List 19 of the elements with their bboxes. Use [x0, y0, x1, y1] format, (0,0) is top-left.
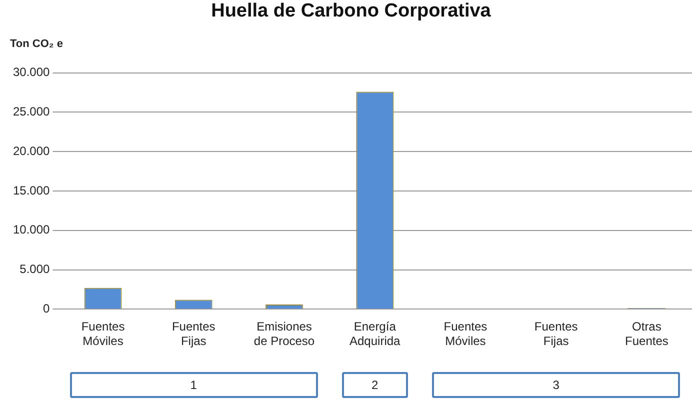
x-tick-label: Emisiones de Proceso — [254, 320, 315, 348]
y-axis-title: Ton CO₂ e — [10, 38, 63, 50]
x-tick-label: Otras Fuentes — [625, 320, 668, 348]
x-tick-label: Energía Adquirida — [350, 320, 401, 348]
x-tick-label: Fuentes Móviles — [444, 320, 488, 348]
y-tick-label: 15.000 — [13, 183, 50, 198]
y-tick-label: 25.000 — [13, 104, 50, 119]
text: 2 — [342, 372, 408, 398]
y-tick-label: 0 — [43, 302, 50, 316]
x-tick-label: Fuentes Móviles — [81, 320, 125, 348]
y-tick-label: 10.000 — [13, 222, 50, 237]
text: 1 — [70, 372, 318, 398]
y-tick-label: 5.000 — [20, 262, 50, 276]
y-tick-label: 30.000 — [13, 65, 50, 80]
x-tick-label: Fuentes Fijas — [534, 320, 578, 348]
chart-title: Huella de Carbono Corporativa — [211, 0, 492, 22]
text: 3 — [432, 372, 680, 398]
y-tick-label: 20.000 — [13, 144, 50, 158]
x-tick-label: Fuentes Fijas — [172, 320, 216, 348]
